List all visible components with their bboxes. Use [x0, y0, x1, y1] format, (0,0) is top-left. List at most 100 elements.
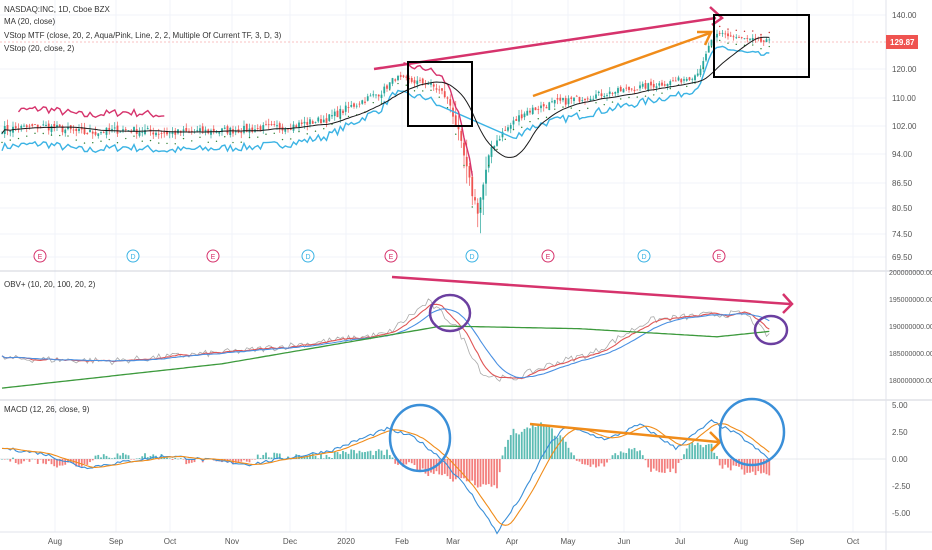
- candle-body: [716, 33, 718, 38]
- vstop-dot: [446, 106, 449, 109]
- candle-body: [58, 124, 61, 127]
- candle-body: [479, 197, 482, 213]
- candle-body: [325, 118, 328, 123]
- obv-trendline-pink[interactable]: [391, 275, 791, 306]
- macd-histogram-bar: [53, 459, 56, 467]
- price-trendline-orange[interactable]: [532, 31, 711, 98]
- candle-body: [317, 117, 320, 122]
- candle-body: [89, 129, 91, 133]
- macd-histogram-bar: [17, 459, 20, 465]
- macd-histogram-bar: [611, 455, 614, 459]
- candle-body: [644, 83, 647, 89]
- macd-histogram-bar: [80, 459, 83, 467]
- vstop-dot: [578, 109, 581, 112]
- candle-body: [273, 124, 276, 125]
- candle-body: [20, 125, 23, 128]
- box-aug-top[interactable]: [713, 14, 810, 78]
- macd-histogram-bar: [240, 459, 243, 462]
- event-marker: [206, 249, 220, 263]
- candle-body: [691, 78, 694, 80]
- macd-histogram-bar: [342, 450, 344, 459]
- macd-histogram-bar: [86, 459, 89, 465]
- macd-axis-tick: -2.50: [892, 482, 911, 491]
- candle-body: [243, 125, 245, 133]
- candle-body: [28, 125, 31, 127]
- time-axis-tick: Dec: [283, 537, 297, 546]
- macd-trendline-orange[interactable]: [529, 422, 719, 444]
- candle-body: [589, 98, 592, 101]
- candle-body: [163, 132, 166, 134]
- macd-histogram-bar: [567, 447, 570, 459]
- macd-histogram-bar: [399, 459, 402, 462]
- vstop-dot: [26, 135, 28, 137]
- macd-histogram-bar: [545, 425, 548, 459]
- candle-body: [630, 88, 633, 90]
- macd-histogram-bar: [636, 451, 639, 459]
- candle-body: [221, 128, 223, 133]
- macd-histogram-bar: [221, 459, 223, 463]
- vstop-dot: [257, 136, 259, 138]
- candle-body: [669, 81, 672, 85]
- candle-body: [705, 53, 707, 61]
- time-axis-tick: Mar: [446, 537, 460, 546]
- candle-body: [410, 78, 413, 82]
- candle-body: [31, 124, 34, 126]
- event-marker-label: E: [38, 254, 43, 261]
- candle-body: [287, 128, 289, 130]
- candle-body: [380, 94, 383, 99]
- macd-histogram-bar: [592, 459, 595, 465]
- candle-body: [419, 79, 421, 81]
- macd-histogram-bar: [358, 450, 361, 459]
- x-axis: Aug Sep Oct Nov Dec 2020 Feb Mar Apr May Jun Jul Aug…: [48, 537, 860, 546]
- candle-body: [603, 95, 606, 97]
- price-trendline-pink[interactable]: [373, 16, 717, 71]
- vstop-dot: [595, 102, 597, 104]
- candle-body: [746, 38, 749, 39]
- candle-body: [471, 176, 474, 197]
- macd-histogram-bar: [644, 459, 647, 461]
- signal-line: [1, 423, 770, 526]
- candle-body: [608, 91, 611, 94]
- macd-histogram-bar: [119, 455, 122, 459]
- candle-body: [735, 37, 738, 39]
- vstop-pink-line: [17, 62, 473, 177]
- box-feb-top[interactable]: [407, 61, 473, 127]
- candle-body: [333, 111, 336, 117]
- candle-body: [78, 128, 80, 132]
- vstop-dot: [372, 101, 374, 104]
- obv-ellipse-aug[interactable]: [753, 314, 789, 346]
- macd-histogram-bar: [540, 422, 542, 459]
- macd-ellipse-aug[interactable]: [718, 397, 786, 467]
- candle-body: [102, 132, 105, 134]
- candle-body: [421, 78, 424, 84]
- macd-histogram-bar: [234, 459, 237, 463]
- price-axis-tick: 102.00: [892, 122, 917, 131]
- candle-body: [628, 86, 630, 90]
- macd-histogram-bar: [177, 458, 179, 460]
- price-axis-tick: 74.50: [892, 230, 913, 239]
- vstop-dot: [306, 133, 308, 135]
- macd-histogram-bar: [685, 448, 688, 459]
- event-marker-label: E: [717, 254, 722, 261]
- macd-histogram-bar: [443, 459, 446, 474]
- candle-body: [311, 121, 314, 124]
- time-axis-tick: Aug: [734, 537, 748, 546]
- macd-histogram-bar: [570, 452, 573, 459]
- ma-legend: MA (20, close): [4, 17, 55, 26]
- candle-body: [23, 125, 25, 127]
- macd-histogram-bar: [485, 459, 487, 485]
- macd-ellipse-feb[interactable]: [388, 403, 452, 473]
- candle-body: [245, 123, 248, 132]
- macd-histogram-bar: [765, 459, 768, 475]
- macd-line: [1, 419, 770, 535]
- macd-histogram-bar: [465, 459, 468, 482]
- macd-histogram-bar: [276, 453, 278, 459]
- macd-histogram-bar: [160, 454, 163, 459]
- candle-body: [496, 140, 498, 146]
- candle-body: [559, 97, 562, 101]
- vstop-dot: [17, 137, 20, 140]
- candle-body: [438, 89, 441, 91]
- candle-body: [199, 128, 201, 132]
- obv-ellipse-feb[interactable]: [428, 293, 472, 333]
- vstop-dot: [298, 130, 300, 133]
